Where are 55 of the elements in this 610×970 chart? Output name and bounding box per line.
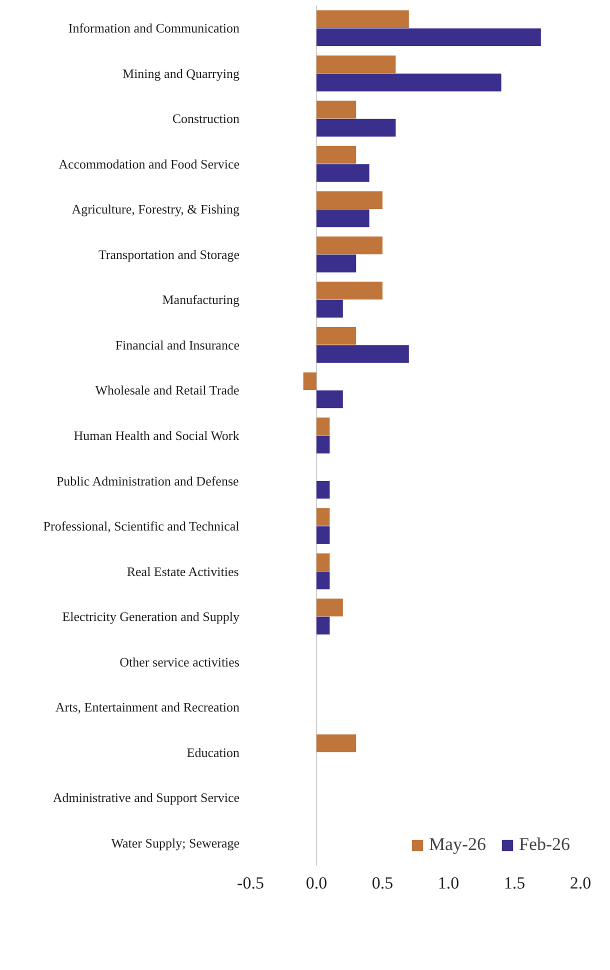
bar xyxy=(316,28,541,46)
bar xyxy=(316,191,382,210)
bar xyxy=(316,254,356,272)
bar xyxy=(316,100,356,118)
bar xyxy=(316,209,370,228)
bar xyxy=(316,300,343,318)
y-tick-label: Wholesale and Retail Trade xyxy=(95,382,240,398)
bar xyxy=(316,436,330,454)
y-tick-label: Electricity Generation and Supply xyxy=(62,609,240,624)
bar xyxy=(316,146,356,164)
bar xyxy=(316,571,330,590)
bar xyxy=(316,10,409,28)
bar xyxy=(316,164,370,182)
bar xyxy=(316,282,382,300)
y-tick-label: Mining and Quarrying xyxy=(122,66,240,81)
y-tick-label: Public Administration and Defense xyxy=(56,473,240,488)
y-tick-label: Manufacturing xyxy=(162,292,240,308)
bar xyxy=(316,74,502,92)
bar xyxy=(316,553,330,572)
bar xyxy=(303,372,316,390)
y-tick-label: Financial and Insurance xyxy=(115,337,240,352)
x-tick-label: 1.5 xyxy=(504,874,526,892)
bar xyxy=(316,418,330,436)
bar xyxy=(316,390,343,408)
y-tick-label: Transportation and Storage xyxy=(98,246,240,262)
bar xyxy=(316,480,330,499)
y-tick-label: Water Supply; Sewerage xyxy=(111,835,240,850)
x-tick-label: -0.5 xyxy=(237,874,264,892)
x-tick-label: 0.5 xyxy=(372,874,394,892)
y-tick-label: Other service activities xyxy=(120,654,240,670)
y-tick-label: Real Estate Activities xyxy=(126,564,239,579)
y-tick-label: Arts, Entertainment and Recreation xyxy=(55,700,240,715)
x-tick-label: 0.0 xyxy=(306,874,328,892)
y-tick-label: Human Health and Social Work xyxy=(74,428,240,443)
y-tick-label: Construction xyxy=(172,111,240,126)
y-tick-label: Agriculture, Forestry, & Fishing xyxy=(72,202,240,217)
x-tick-label: 2.0 xyxy=(570,874,592,892)
bar xyxy=(316,236,382,254)
bar xyxy=(316,508,330,526)
bar xyxy=(316,345,409,363)
legend-label: May-26 xyxy=(429,834,486,855)
y-tick-label: Accommodation and Food Service xyxy=(58,156,240,172)
legend-label: Feb-26 xyxy=(519,834,570,855)
bar xyxy=(316,598,343,616)
y-tick-label: Administrative and Support Service xyxy=(52,790,240,806)
y-tick-label: Information and Communication xyxy=(68,20,240,36)
y-tick-label: Professional, Scientific and Technical xyxy=(43,518,240,534)
bar xyxy=(316,734,356,752)
y-tick-label: Education xyxy=(186,744,240,760)
bar xyxy=(316,327,356,345)
bar xyxy=(316,55,396,74)
bar xyxy=(316,616,330,634)
bar xyxy=(316,526,330,544)
bar xyxy=(316,118,396,137)
x-tick-label: 1.0 xyxy=(438,874,460,892)
